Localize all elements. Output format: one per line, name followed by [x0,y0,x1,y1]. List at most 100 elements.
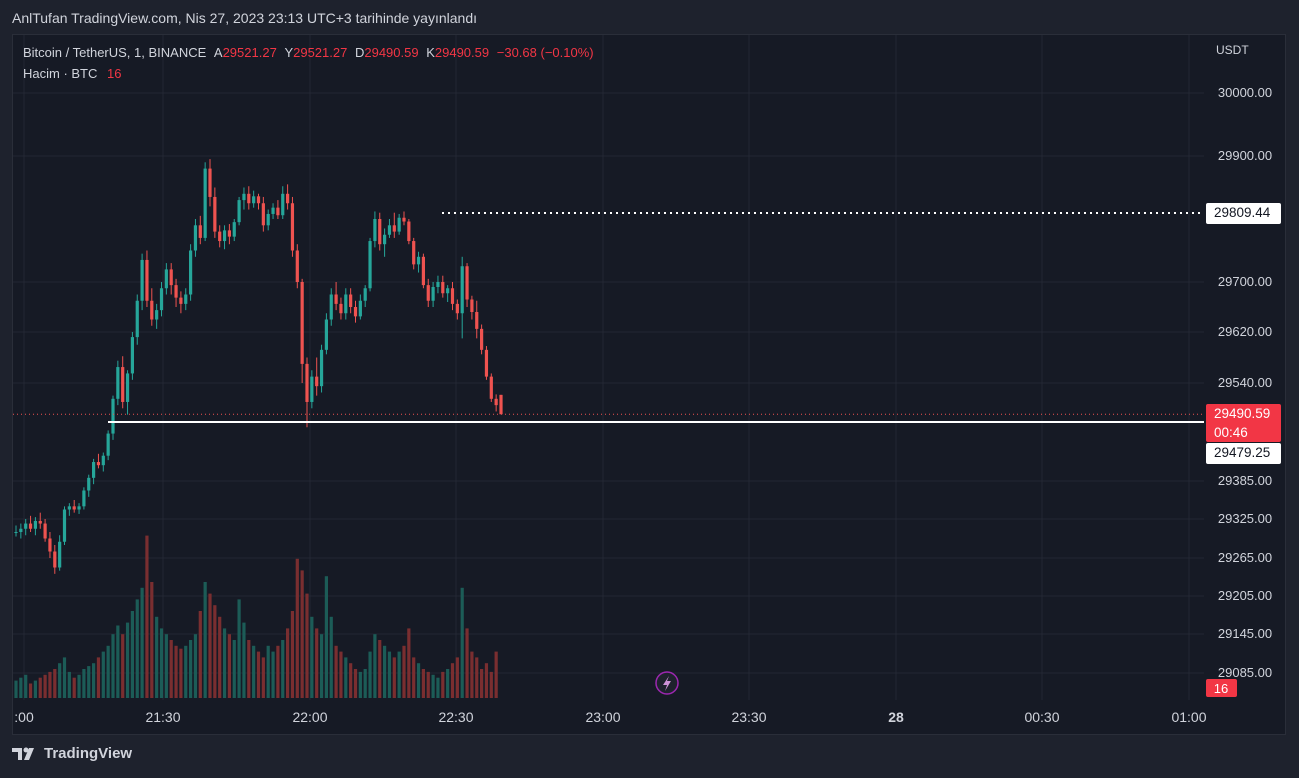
volume-bar [24,674,28,698]
candle-body [179,297,183,304]
candle-body [353,307,358,317]
volume-bar [179,648,183,698]
lightning-icon-glyph [663,676,671,691]
volume-bar [455,657,459,698]
volume-bar [193,634,198,698]
time-tick-label: 28 [888,709,904,725]
candle-body [77,506,81,510]
symbol-legend[interactable]: Bitcoin / TetherUS, 1, BINANCE A29521.27… [23,45,594,60]
volume-bar [392,657,396,698]
volume-bar [465,628,469,698]
candle-body [339,303,343,314]
candle-body [155,310,159,320]
volume-bar [92,663,96,698]
candle-body [159,288,164,311]
volume-bar [353,669,358,698]
candle-body [213,196,217,232]
price-tick-label: 29085.00 [1218,665,1272,680]
volume-bar [174,645,178,698]
symbol-name[interactable]: Bitcoin / TetherUS, 1, BINANCE [23,45,207,60]
time-tick-label: 23:30 [731,709,766,725]
candle-body [426,285,430,301]
price-tick-label: 29385.00 [1218,473,1272,488]
open-label: A [213,45,223,60]
price-tick-label: 29265.00 [1218,550,1272,565]
volume-bar [450,663,455,698]
level-bottom-badge [1206,443,1281,464]
candle-body [319,349,324,387]
last-price-badge [1206,404,1281,442]
volume-bar [271,651,275,698]
candle-body [24,523,28,529]
volume-bar [189,640,193,698]
candle-body [421,256,425,286]
candle-body [252,196,256,204]
volume-bar [300,570,304,698]
candle-body [189,250,193,295]
volume-bar [184,645,188,698]
time-tick-label: 00:30 [1024,709,1059,725]
candle-body [276,207,280,216]
candle-body [111,398,115,434]
candle-body [62,509,67,542]
volume-bar [203,582,207,698]
volume-label[interactable]: Hacim · BTC [23,66,98,81]
level-bottom-badge-text: 29479.25 [1214,445,1270,460]
price-tick-label: 30000.00 [1218,85,1272,100]
candle-body [135,300,139,338]
candle-body [121,367,125,402]
volume-bar [135,599,139,698]
volume-bar [281,640,285,698]
candle-body [116,367,120,399]
footer-brand[interactable]: TradingView [12,745,132,762]
volume-bar [159,628,164,698]
candle-body [130,337,134,374]
candle-body [28,523,33,529]
candle-body [48,538,52,552]
volume-bar [111,634,115,698]
candle-body [373,219,377,242]
volume-bar [475,657,479,698]
candle-body [256,196,261,204]
low-label: D [354,45,365,60]
volume-bar [363,669,367,698]
time-tick-label: 01:00 [1171,709,1206,725]
candle-body [383,234,387,245]
candle-body [145,259,149,301]
volume-bar [33,680,37,698]
volume-legend[interactable]: Hacim · BTC 16 [23,66,121,81]
currency-label[interactable]: USDT [1216,43,1249,57]
time-tick-label: 21:30 [145,709,180,725]
volume-bar [480,669,484,698]
volume-bar [72,677,76,698]
volume-bar [48,671,52,698]
candle-body [14,532,18,533]
time-tick-label: 23:00 [585,709,620,725]
candle-body [72,506,76,510]
candle-body [82,490,86,507]
candle-body [53,551,57,568]
change-value: −30.68 (−0.10%) [496,45,594,60]
low-value: 29490.59 [364,45,419,60]
candle-body [446,288,450,294]
volume-bar [349,663,353,698]
candle-body [349,294,353,307]
volume-bar [387,651,392,698]
volume-bar [53,669,57,698]
volume-bar [378,640,382,698]
time-tick-label: 22:30 [438,709,473,725]
candle-body [222,230,227,242]
candle-body [470,299,474,312]
candle-body [436,282,440,287]
candle-body [344,294,348,314]
volume-bar [441,671,445,698]
volume-bar [319,634,324,698]
candle-body [247,193,251,204]
volume-bar [446,669,450,698]
volume-bar [140,587,144,698]
volume-bar [101,651,105,698]
price-tick-label: 29205.00 [1218,588,1272,603]
candle-body [92,462,96,478]
candle-body [198,225,202,238]
